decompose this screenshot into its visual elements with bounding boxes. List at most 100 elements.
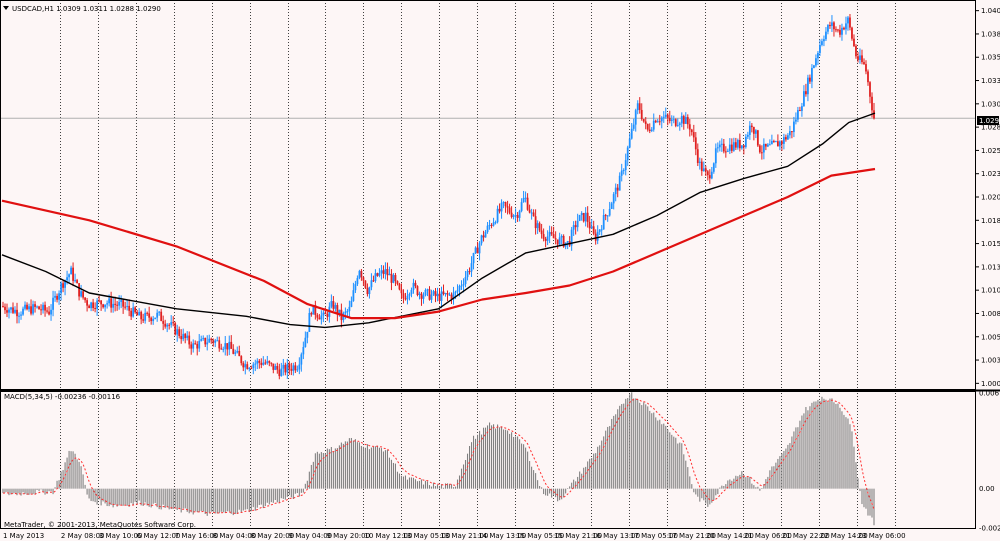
candle-body [388,273,391,276]
candle-body [861,55,863,63]
candle-body [736,139,739,148]
candle-body [4,306,6,311]
candle-body [714,148,717,164]
candle-body [588,222,591,229]
candle-body [284,364,287,373]
candle-body [122,300,125,307]
candle-body [162,321,165,324]
candle-body [406,295,409,300]
candle-body [246,364,249,370]
time-tick-label: 20 May 14:00 [706,532,754,540]
candle-body [194,343,197,345]
candle-body [560,235,563,238]
candle-body [58,293,60,300]
candle-body [278,369,281,377]
candle-body [438,293,441,301]
candle-body [546,236,549,241]
candle-body [158,311,161,313]
candle-body [296,369,299,371]
candle-body [164,323,167,327]
price-tick-label: 1.0205 [981,194,1000,202]
candle-body [118,301,121,306]
candle-body [829,25,831,27]
candle-body [458,285,461,291]
candle-body [218,340,221,349]
candle-body [748,125,751,135]
candle-body [42,304,44,311]
candle-body [636,103,639,111]
macd-panel: 0.00676 0.00 -0.00278 [2,390,1000,533]
candle-body [378,273,381,276]
candle-body [768,144,771,146]
candle-body [308,313,311,332]
candle-body [310,313,313,315]
price-tick-label: 1.0355 [981,54,1000,62]
price-tick-label: 1.0280 [981,124,1000,132]
price-tick-label: 1.0105 [981,287,1000,295]
candle-body [80,291,82,297]
candle-body [612,194,615,204]
candle-body [46,310,48,312]
candle-body [112,303,115,308]
candle-body [738,139,741,149]
candle-body [262,362,265,365]
time-tick-label: 17 May 05:00 [630,532,678,540]
candle-body [835,29,837,31]
time-tick-label: 10 May 12:00 [364,532,412,540]
candle-body [430,294,433,300]
candle-body [32,304,34,314]
candle-body [138,311,141,316]
candle-body [444,292,447,295]
candle-body [478,243,481,254]
candle-body [364,280,367,288]
candle-body [128,305,131,311]
candle-body [486,225,489,233]
candle-body [222,348,225,350]
candle-body [108,298,111,304]
candle-body [76,280,78,284]
candle-body [184,333,187,338]
candle-body [338,309,341,315]
candle-body [508,207,511,213]
candle-body [52,297,54,310]
candle-body [710,171,713,179]
candle-body [40,309,42,311]
candle-body [44,304,46,311]
candle-body [88,305,90,309]
price-tick-label: 1.0030 [981,357,1000,365]
candle-body [873,110,875,119]
candle-body [791,131,793,133]
candle-body [330,301,333,307]
candle-body [536,223,539,229]
candle-body [332,301,335,309]
candle-body [160,311,163,322]
triangle-down-icon[interactable] [3,6,9,10]
candle-body [793,121,795,133]
candle-body [298,364,301,370]
macd-tick-label: 0.00 [979,485,995,493]
candle-body [799,110,801,112]
candle-body [622,170,625,172]
time-tick-label: 16 May 13:00 [592,532,640,540]
candle-body [516,215,519,218]
candle-body [610,203,613,209]
candle-body [326,314,329,317]
candle-body [22,308,24,315]
candle-body [482,235,485,238]
candle-body [312,304,315,315]
candle-body [646,124,649,130]
candle-body [811,67,813,82]
candle-body [650,129,653,131]
price-tick-label: 1.0155 [981,240,1000,248]
candle-body [754,130,757,134]
candle-body [632,124,635,129]
candle-body [624,160,627,171]
time-tick-label: 3 May 10:00 [99,532,143,540]
candle-body [446,292,449,295]
time-tick-label: 8 May 20:00 [251,532,295,540]
candle-body [260,362,263,365]
candle-body [670,119,673,121]
candle-body [294,365,297,371]
candle-body [266,361,269,364]
